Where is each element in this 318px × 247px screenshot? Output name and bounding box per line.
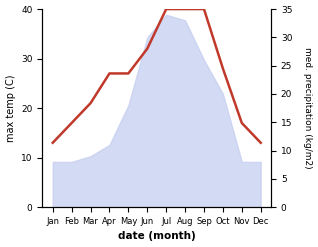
X-axis label: date (month): date (month) [118,231,196,242]
Y-axis label: max temp (C): max temp (C) [5,74,16,142]
Y-axis label: med. precipitation (kg/m2): med. precipitation (kg/m2) [303,47,313,169]
